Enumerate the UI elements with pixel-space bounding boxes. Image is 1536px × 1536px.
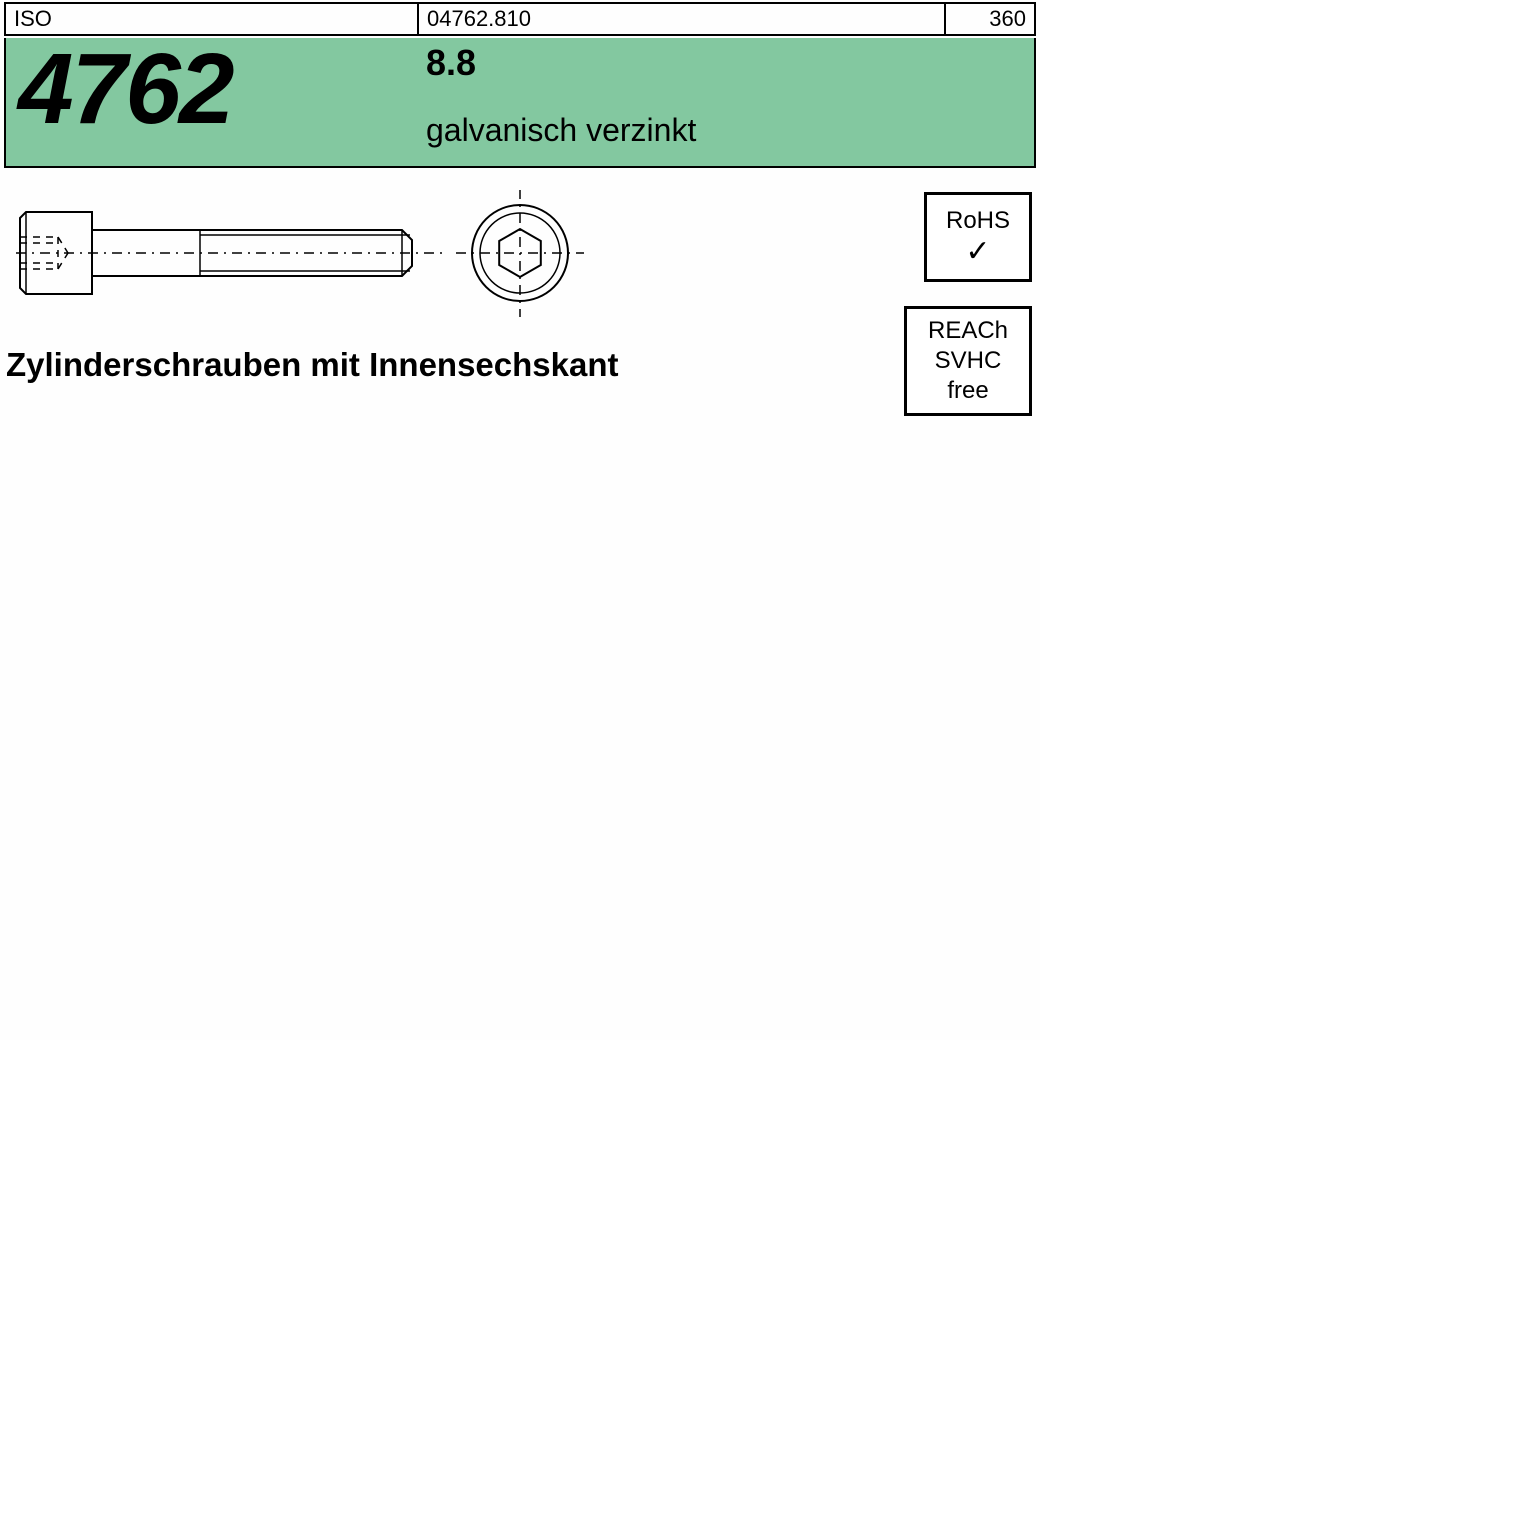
- reach-badge: REACh SVHC free: [904, 306, 1032, 416]
- right-value: 360: [946, 4, 1036, 34]
- check-icon: ✓: [965, 237, 990, 267]
- green-band: 4762 8.8 galvanisch verzinkt: [4, 38, 1036, 168]
- reach-line2: SVHC: [935, 346, 1002, 376]
- standard-number: 4762: [18, 32, 232, 147]
- surface-finish: galvanisch verzinkt: [426, 112, 696, 149]
- rohs-label: RoHS: [946, 207, 1010, 235]
- reach-line1: REACh: [928, 316, 1008, 346]
- iso-label: ISO: [4, 4, 419, 34]
- rohs-badge: RoHS ✓: [924, 192, 1032, 282]
- strength-grade: 8.8: [426, 42, 476, 84]
- product-spec-card: ISO 04762.810 360 4762 8.8 galvanisch ve…: [0, 0, 1040, 1040]
- topbar: ISO 04762.810 360: [4, 2, 1036, 36]
- technical-drawing: [10, 190, 710, 330]
- product-code: 04762.810: [419, 4, 946, 34]
- product-title: Zylinderschrauben mit Innensechskant: [6, 346, 619, 384]
- reach-line3: free: [947, 376, 988, 406]
